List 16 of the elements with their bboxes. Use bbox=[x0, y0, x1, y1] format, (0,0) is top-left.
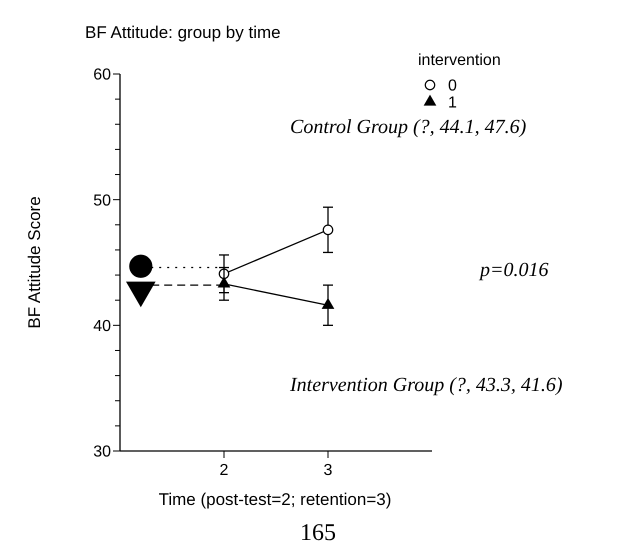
y-axis-title: BF Attitude Score bbox=[25, 196, 44, 329]
y-tick-label: 50 bbox=[93, 192, 112, 210]
legend-label: 1 bbox=[448, 94, 457, 112]
legend-title: intervention bbox=[418, 52, 501, 69]
x-tick-label: 3 bbox=[324, 462, 333, 479]
y-tick-label: 30 bbox=[93, 444, 112, 461]
annotation: Intervention Group (?, 43.3, 41.6) bbox=[289, 374, 563, 396]
y-tick-label: 40 bbox=[93, 318, 112, 335]
chart-title: BF Attitude: group by time bbox=[85, 23, 281, 42]
y-tick-label: 60 bbox=[93, 66, 112, 84]
text: p=0.016 bbox=[478, 259, 548, 281]
legend-label: 0 bbox=[448, 78, 457, 95]
annotation: Control Group (?, 44.1, 47.6) bbox=[290, 116, 527, 138]
x-tick-label: 2 bbox=[220, 462, 229, 479]
x-axis-title: Time (post-test=2; retention=3) bbox=[158, 490, 392, 509]
text: 165 bbox=[300, 520, 336, 546]
